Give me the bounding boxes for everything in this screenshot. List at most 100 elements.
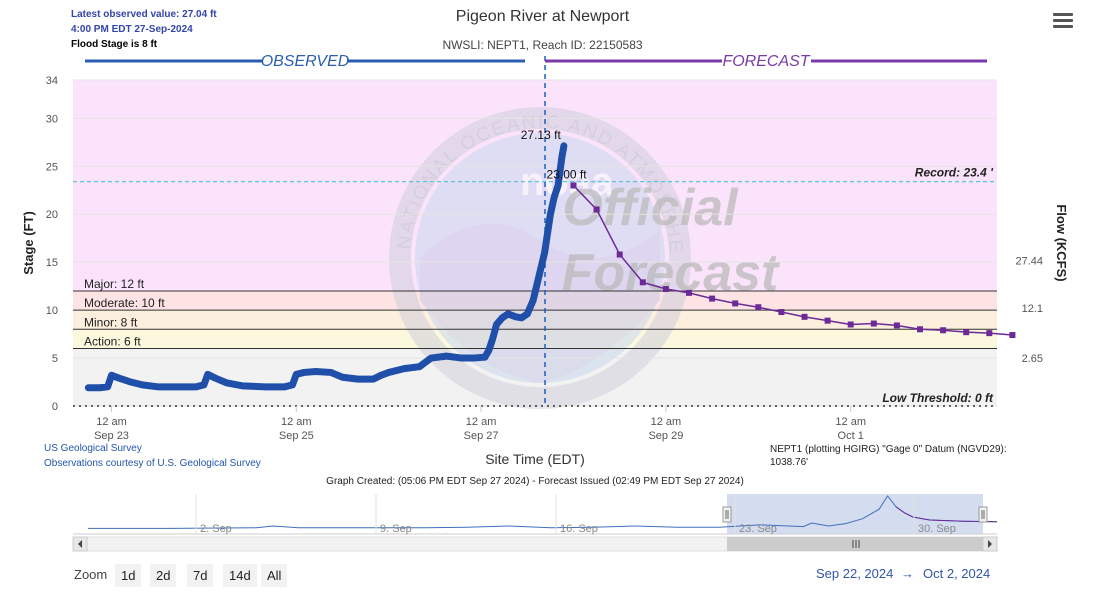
observed-point (518, 314, 525, 321)
data-annotation-1: 23.00 ft (547, 167, 588, 181)
observed-point (116, 375, 123, 382)
hydrograph-chart: NATIONAL OCEANIC AND ATMOSPHERIC ADMINIS… (0, 0, 1069, 467)
noaa-logo-gull (420, 223, 660, 383)
observed-point (493, 321, 500, 328)
range-from[interactable]: Sep 22, 2024 (816, 566, 894, 581)
record-label: Record: 23.4 ' (915, 166, 994, 180)
watermark-official: Official (562, 179, 739, 237)
arrow-left-icon (78, 540, 82, 548)
usgs-credit-link[interactable]: US Geological Survey (44, 443, 142, 454)
forecast-point (616, 251, 623, 258)
forecast-series-line (572, 184, 1013, 336)
datum-line1: NEPT1 (plotting HGIRG) "Gage 0" Datum (N… (770, 444, 1007, 455)
observed-point (551, 193, 558, 200)
observed-point (204, 371, 211, 378)
arrow-right-icon (988, 540, 992, 548)
scrollbar-thumb[interactable] (727, 537, 983, 551)
range-to[interactable]: Oct 2, 2024 (923, 566, 991, 581)
observed-point (558, 153, 565, 160)
y-axis-label: Stage (FT) (21, 211, 36, 275)
y-tick-label: 15 (46, 257, 58, 269)
watermark-forecast: Forecast (562, 244, 781, 302)
zoom-7d-button[interactable]: 7d (187, 564, 214, 587)
observed-point (485, 347, 492, 354)
observed-point (339, 374, 346, 381)
observed-point (443, 353, 450, 360)
threshold-label-0: Major: 12 ft (84, 277, 145, 291)
observed-point (535, 273, 542, 280)
observed-point (530, 297, 537, 304)
observed-point (524, 310, 531, 317)
x-tick-label-date: Sep 25 (279, 430, 314, 442)
forecast-point (940, 327, 947, 334)
flood-stage-note: Flood Stage is 8 ft (71, 39, 158, 50)
navigator-right-handle[interactable] (978, 506, 988, 523)
observed-point (96, 384, 103, 391)
forecast-point (778, 309, 785, 316)
observed-point (301, 369, 307, 376)
y-tick-label: 25 (46, 161, 58, 173)
forecast-point (963, 329, 970, 336)
observed-point (555, 182, 562, 189)
observed-point (378, 372, 384, 379)
forecast-section-label: FORECAST (722, 53, 810, 70)
range-navigator[interactable]: 2. Sep 9. Sep 16. Sep 23. Sep 30. Sep (0, 490, 1100, 554)
hamburger-menu-icon[interactable] (1050, 10, 1076, 34)
observed-point (512, 313, 519, 320)
x-tick-label-date: Sep 27 (464, 430, 499, 442)
observed-point (481, 354, 488, 361)
observed-point (385, 369, 392, 376)
observed-point (327, 369, 334, 376)
navigator-label: 9. Sep (380, 523, 412, 535)
navigator-label: 16. Sep (560, 523, 598, 535)
observed-point (200, 381, 207, 388)
observed-point (401, 365, 408, 372)
y-tick-label: 20 (46, 209, 58, 221)
observed-point (85, 384, 92, 391)
observed-point (470, 355, 477, 362)
forecast-point (593, 206, 600, 213)
chart-title: Pigeon River at Newport (455, 8, 630, 25)
observed-section-label: OBSERVED (261, 53, 350, 70)
x-tick-label-date: Sep 29 (648, 430, 683, 442)
zoom-label: Zoom (74, 567, 108, 582)
forecast-point (893, 322, 900, 329)
forecast-point (824, 317, 831, 324)
observed-point (547, 211, 554, 218)
y-tick-label: 34 (46, 75, 58, 87)
observed-point (139, 381, 146, 388)
zoom-1d-button[interactable]: 1d (115, 564, 142, 587)
forecast-point (1009, 332, 1016, 339)
zoom-all-button[interactable]: All (261, 564, 288, 587)
navigator-left-handle[interactable] (722, 506, 732, 523)
navigator-forecast-line (895, 506, 998, 523)
latest-value: Latest observed value: 27.04 ft (71, 9, 217, 20)
x-tick-label-time: 12 am (96, 416, 127, 428)
observed-point (212, 375, 219, 382)
navigator-label: 23. Sep (739, 523, 777, 535)
observed-point (370, 376, 377, 383)
zoom-14d-button[interactable]: 14d (223, 564, 257, 587)
observed-point (293, 371, 300, 378)
forecast-point (870, 320, 877, 327)
x-axis-label: Site Time (EDT) (485, 451, 585, 467)
flow-tick-label: 2.65 (1022, 353, 1043, 365)
graph-created-note: Graph Created: (05:06 PM EDT Sep 27 2024… (326, 476, 744, 487)
forecast-point (755, 304, 762, 311)
observed-point (262, 383, 269, 390)
x-tick-label-date: Oct 1 (838, 430, 864, 442)
forecast-point (917, 326, 923, 333)
observed-point (108, 372, 115, 379)
observed-point (127, 379, 134, 386)
forecast-point (986, 330, 993, 337)
zoom-2d-button[interactable]: 2d (150, 564, 177, 587)
observations-credit-link[interactable]: Observations courtesy of U.S. Geological… (44, 458, 261, 469)
observed-point (281, 383, 288, 390)
observed-point (289, 381, 296, 388)
data-annotation-0: 27.13 ft (521, 128, 562, 142)
forecast-point (686, 289, 692, 296)
y-tick-label: 0 (52, 401, 58, 413)
observed-point (104, 383, 111, 390)
chart-subtitle: NWSLI: NEPT1, Reach ID: 22150583 (442, 38, 643, 52)
observed-point (560, 142, 567, 149)
